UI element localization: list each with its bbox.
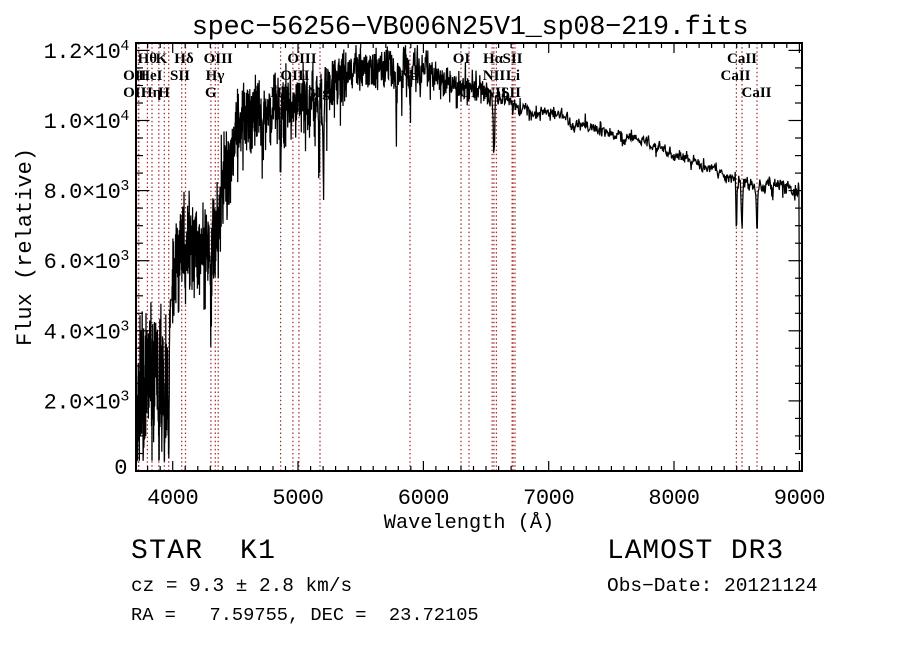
svg-text:Obs−Date: 20121124: Obs−Date: 20121124 [607,575,818,597]
svg-text:Hδ: Hδ [174,51,194,67]
svg-text:G: G [205,85,217,101]
svg-text:H: H [158,85,170,101]
svg-text:OII: OII [123,68,147,84]
svg-text:Wavelength (Å): Wavelength (Å) [384,512,554,535]
svg-text:K: K [156,51,168,67]
svg-text:OIII: OIII [204,51,233,67]
svg-text:6000: 6000 [398,486,449,511]
svg-text:SII: SII [502,51,522,67]
svg-text:K1: K1 [240,536,276,567]
svg-text:NII: NII [483,68,506,84]
svg-text:2.0×103: 2.0×103 [44,388,130,415]
svg-text:OI: OI [453,51,471,67]
svg-text:SII: SII [170,68,190,84]
svg-text:HeI: HeI [138,68,162,84]
svg-text:Hη: Hη [141,85,161,101]
svg-text:1.0×104: 1.0×104 [44,108,130,135]
svg-text:OIII: OIII [280,68,309,84]
svg-text:spec−56256−VB006N25V1_sp08−219: spec−56256−VB006N25V1_sp08−219.fits [192,13,749,43]
svg-text:Hθ: Hθ [138,51,158,67]
svg-text:RA = 7.59755, DEC = 23.7210: RA = 7.59755, DEC = 23.72105 [131,604,479,626]
svg-text:OIII: OIII [287,51,316,67]
svg-text:Hγ: Hγ [206,68,225,84]
svg-text:cz = 9.3 ± 2.8 km/s: cz = 9.3 ± 2.8 km/s [131,575,352,597]
svg-text:0: 0 [114,456,127,481]
svg-text:1.2×104: 1.2×104 [44,38,130,65]
svg-text:NII: NII [484,85,507,101]
svg-text:CaII: CaII [720,68,750,84]
svg-text:Hβ: Hβ [270,85,290,101]
svg-text:CaII: CaII [727,51,757,67]
svg-text:8.0×103: 8.0×103 [44,178,130,205]
svg-text:Mg: Mg [308,85,330,101]
svg-text:OI: OI [459,85,477,101]
svg-text:LAMOST DR3: LAMOST DR3 [607,536,784,567]
svg-text:STAR: STAR [131,536,203,567]
svg-text:Na: Na [400,68,419,84]
svg-text:SII: SII [501,85,521,101]
svg-text:4.0×103: 4.0×103 [44,318,130,345]
svg-text:4000: 4000 [147,486,198,511]
svg-text:Flux (relative): Flux (relative) [13,148,38,346]
svg-text:Hα: Hα [483,51,504,67]
svg-text:OII: OII [123,85,147,101]
svg-text:6.0×103: 6.0×103 [44,248,130,275]
svg-text:9000: 9000 [774,486,825,511]
svg-text:7000: 7000 [523,486,574,511]
svg-text:CaII: CaII [741,85,771,101]
svg-text:5000: 5000 [272,486,323,511]
svg-text:Li: Li [506,68,520,84]
svg-text:8000: 8000 [648,486,699,511]
